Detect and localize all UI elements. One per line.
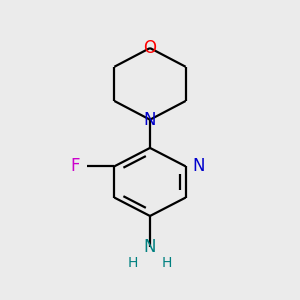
Text: N: N: [144, 111, 156, 129]
Text: F: F: [70, 157, 80, 175]
Text: O: O: [143, 39, 157, 57]
Text: N: N: [193, 157, 205, 175]
Text: N: N: [144, 238, 156, 256]
Text: H: H: [128, 256, 138, 270]
Text: H: H: [162, 256, 172, 270]
